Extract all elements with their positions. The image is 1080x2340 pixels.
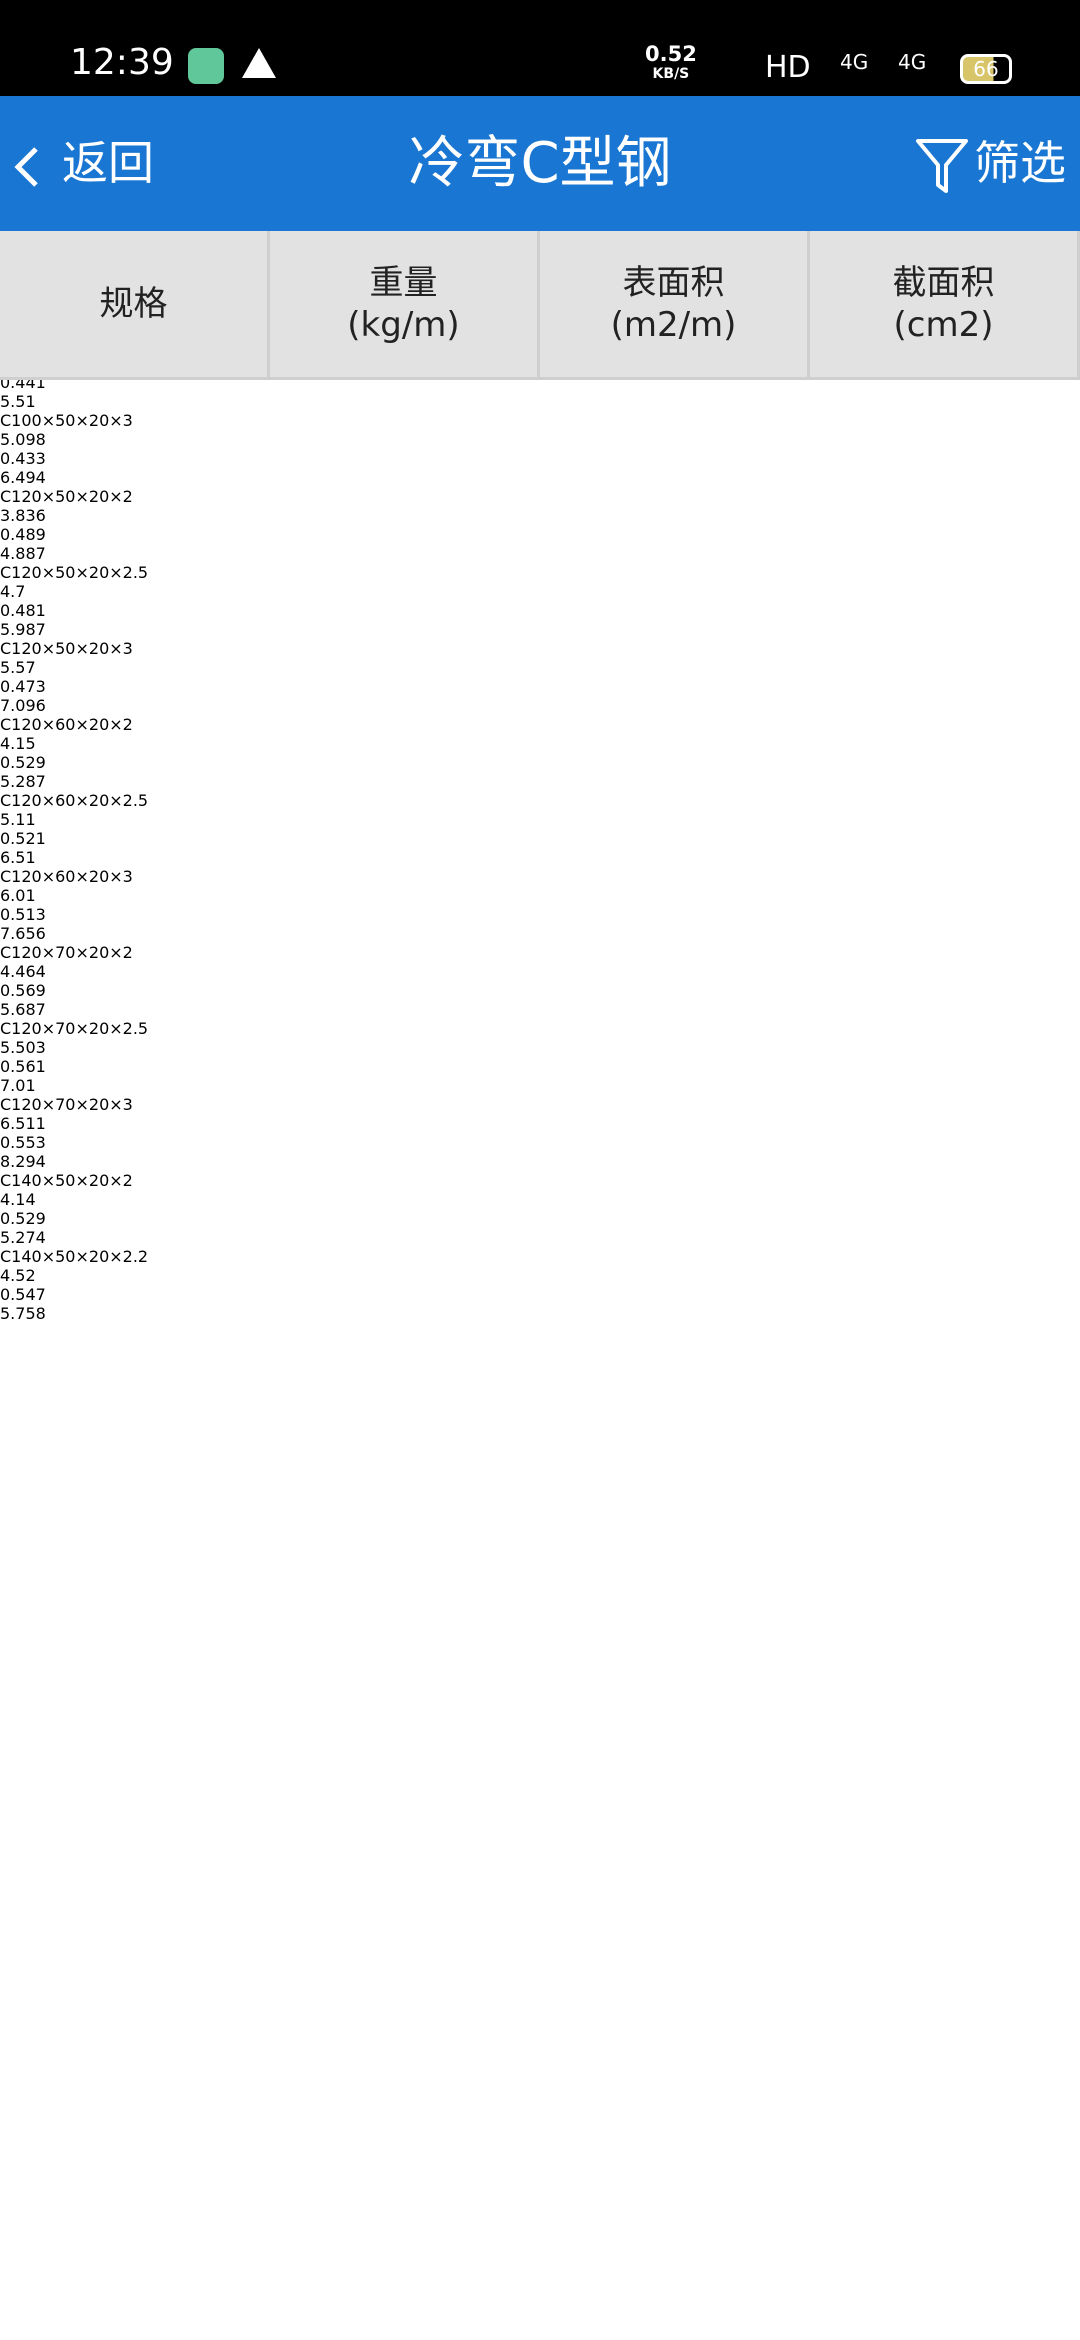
- table-row[interactable]: C120×50×20×3 5.57 0.473 7.096: [0, 639, 1080, 715]
- table-cell: C120×70×20×2: [0, 943, 133, 962]
- table-cell: 6.01: [0, 886, 36, 905]
- header-cell: 重量 (kg/m): [270, 231, 540, 377]
- table-cell: 0.521: [0, 829, 46, 848]
- table-cell: C120×70×20×2.5: [0, 1019, 149, 1038]
- table-cell: 0.569: [0, 981, 46, 1000]
- back-icon: [14, 146, 38, 187]
- table-cell: 7.096: [0, 696, 46, 715]
- header-cell: 规格: [0, 231, 270, 377]
- table-row[interactable]: C120×60×20×2 4.15 0.529 5.287: [0, 715, 1080, 791]
- table-cell: 6.494: [0, 468, 46, 487]
- table-cell: 5.287: [0, 772, 46, 791]
- status-bar: 12:39 0.52 KB/S HD 4G 4G 66: [0, 0, 1080, 96]
- table-cell: 0.529: [0, 1209, 46, 1228]
- table-cell: 4.887: [0, 544, 46, 563]
- table-header: 规格 重量 (kg/m) 表面积 (m2/m) 截面积 (cm2): [0, 231, 1080, 380]
- table-row[interactable]: C120×50×20×2 3.836 0.489 4.887: [0, 487, 1080, 563]
- table-cell: C120×50×20×3: [0, 639, 133, 658]
- table-row[interactable]: C120×50×20×2.5 4.7 0.481 5.987: [0, 563, 1080, 639]
- table-cell: 7.656: [0, 924, 46, 943]
- table-cell: 4.14: [0, 1190, 36, 1209]
- table-row[interactable]: C140×50×20×2.2 4.52 0.547 5.758: [0, 1247, 1080, 1323]
- table-cell: 0.529: [0, 753, 46, 772]
- table-cell: 4.52: [0, 1266, 36, 1285]
- table-cell: 5.57: [0, 658, 36, 677]
- table-cell: 8.294: [0, 1152, 46, 1171]
- warning-icon: [242, 48, 276, 78]
- table-row[interactable]: C100×50×20×3 5.098 0.433 6.494: [0, 411, 1080, 487]
- table-cell: 3.836: [0, 506, 46, 525]
- net-speed: 0.52 KB/S: [645, 44, 697, 84]
- column-name: 规格: [99, 284, 168, 324]
- table-row[interactable]: C120×70×20×3 6.511 0.553 8.294: [0, 1095, 1080, 1171]
- filter-icon: [916, 138, 968, 193]
- table-cell: 5.758: [0, 1304, 46, 1323]
- table-cell: 0.547: [0, 1285, 46, 1304]
- table-cell: C120×60×20×2.5: [0, 791, 149, 810]
- speed-value: 0.52: [645, 42, 697, 66]
- table-cell: 7.01: [0, 1076, 36, 1095]
- header-cell: 表面积 (m2/m): [540, 231, 810, 377]
- table-row[interactable]: C120×70×20×2.5 5.503 0.561 7.01: [0, 1019, 1080, 1095]
- table-cell: C100×50×20×3: [0, 411, 133, 430]
- app-icon: [188, 48, 224, 84]
- table-cell: C120×50×20×2: [0, 487, 133, 506]
- table-cell: 0.513: [0, 905, 46, 924]
- table-cell: 0.441: [0, 380, 46, 392]
- table-row[interactable]: C120×60×20×3 6.01 0.513 7.656: [0, 867, 1080, 943]
- column-unit: (cm2): [893, 305, 994, 345]
- table-cell: C140×50×20×2: [0, 1171, 133, 1190]
- hd-indicator: HD: [765, 50, 811, 85]
- table-cell: 5.503: [0, 1038, 46, 1057]
- table-cell: 5.098: [0, 430, 46, 449]
- signal-1: 4G: [840, 50, 869, 74]
- table-cell: 0.433: [0, 449, 46, 468]
- table-cell: 5.687: [0, 1000, 46, 1019]
- header-cell: 截面积 (cm2): [810, 231, 1080, 377]
- table-cell: 6.51: [0, 848, 36, 867]
- signal-2: 4G: [898, 50, 927, 74]
- table-cell: 5.274: [0, 1228, 46, 1247]
- column-name: 重量: [369, 263, 438, 303]
- table-cell: 4.7: [0, 582, 26, 601]
- table-cell: 5.11: [0, 810, 36, 829]
- app-bar: 返回 冷弯C型钢 筛选: [0, 96, 1080, 231]
- column-name: 截面积: [892, 263, 995, 303]
- column-unit: (kg/m): [347, 305, 460, 345]
- page-title: 冷弯C型钢: [408, 131, 672, 196]
- back-label: 返回: [62, 136, 154, 190]
- table-cell: 6.511: [0, 1114, 46, 1133]
- table-cell: C140×50×20×2.2: [0, 1247, 149, 1266]
- clock: 12:39: [70, 42, 174, 83]
- table-cell: 0.561: [0, 1057, 46, 1076]
- table-body: C100×50×20×2.54.3250.4415.51C100×50×20×3…: [0, 380, 1080, 2340]
- table-cell: 0.481: [0, 601, 46, 620]
- table-cell: C120×60×20×3: [0, 867, 133, 886]
- table-cell: 0.489: [0, 525, 46, 544]
- table-row[interactable]: C140×50×20×2 4.14 0.529 5.274: [0, 1171, 1080, 1247]
- table-cell: 4.464: [0, 962, 46, 981]
- table-cell: 0.553: [0, 1133, 46, 1152]
- table-cell: C120×70×20×3: [0, 1095, 133, 1114]
- table-cell: 5.987: [0, 620, 46, 639]
- table-cell: 4.15: [0, 734, 36, 753]
- table-row[interactable]: C120×60×20×2.5 5.11 0.521 6.51: [0, 791, 1080, 867]
- table-cell: 0.473: [0, 677, 46, 696]
- table-cell: C120×50×20×2.5: [0, 563, 149, 582]
- table-cell: 5.51: [0, 392, 36, 411]
- battery: 66: [960, 54, 1012, 84]
- column-unit: (m2/m): [610, 305, 737, 345]
- back-button[interactable]: 返回: [14, 96, 154, 231]
- table-row[interactable]: C120×70×20×2 4.464 0.569 5.687: [0, 943, 1080, 1019]
- column-name: 表面积: [622, 263, 725, 303]
- filter-button[interactable]: 筛选: [914, 96, 1066, 231]
- table-rows: C100×50×20×2.54.3250.4415.51C100×50×20×3…: [0, 380, 1080, 1323]
- table-cell: C120×60×20×2: [0, 715, 133, 734]
- speed-unit: KB/S: [652, 66, 690, 82]
- filter-label: 筛选: [974, 136, 1066, 190]
